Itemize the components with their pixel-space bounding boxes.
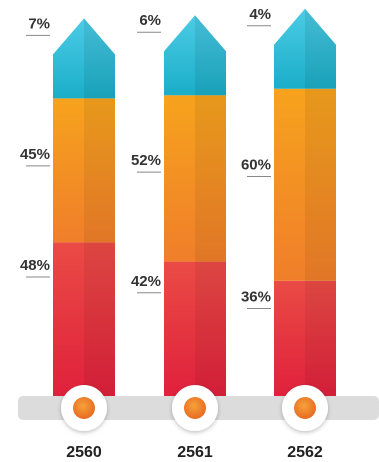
middle-segment-2560: [53, 98, 115, 243]
knob-2562: [282, 385, 328, 431]
knob-dot: [73, 397, 95, 419]
bar-shade-2560: [84, 98, 115, 243]
bottom-segment-2562: [274, 280, 336, 396]
knob-2560: [61, 385, 107, 431]
bar-shade-2561: [195, 261, 226, 396]
data-label: 36%: [241, 289, 271, 306]
data-label: 60%: [241, 156, 271, 173]
tip-shade-2560: [84, 18, 115, 99]
x-tick-label: 2561: [177, 444, 213, 461]
x-tick-label: 2562: [287, 444, 323, 461]
bar-2562: [274, 8, 336, 396]
data-label: 7%: [28, 15, 50, 32]
bar-shade-2562: [305, 88, 336, 281]
middle-segment-2562: [274, 88, 336, 281]
tip-shade-2562: [305, 8, 336, 89]
knob-dot: [184, 397, 206, 419]
bar-shade-2562: [305, 280, 336, 396]
data-label: 4%: [249, 6, 271, 23]
top-segment-2561: [164, 15, 226, 96]
bar-shade-2560: [84, 242, 115, 396]
bar-2561: [164, 15, 226, 396]
data-label: 45%: [20, 146, 50, 163]
middle-segment-2561: [164, 95, 226, 262]
x-tick-label: 2560: [66, 444, 102, 461]
bottom-segment-2560: [53, 242, 115, 396]
bar-2560: [53, 18, 115, 396]
top-segment-2562: [274, 8, 336, 89]
data-label: 48%: [20, 257, 50, 274]
bottom-segment-2561: [164, 261, 226, 396]
data-label: 6%: [139, 12, 161, 29]
top-segment-2560: [53, 18, 115, 99]
data-label: 42%: [131, 273, 161, 290]
tip-shade-2561: [195, 15, 226, 96]
knob-dot: [294, 397, 316, 419]
bar-shade-2561: [195, 95, 226, 262]
data-label: 52%: [131, 152, 161, 169]
knob-2561: [172, 385, 218, 431]
